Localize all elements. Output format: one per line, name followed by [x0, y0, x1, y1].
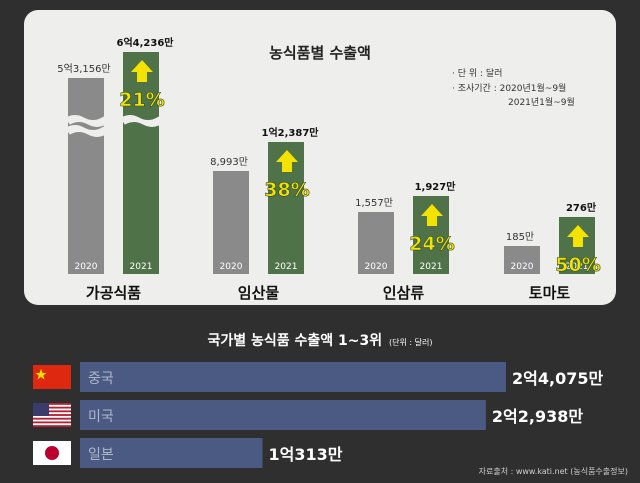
- country-value-label: 2억4,075만: [512, 369, 603, 388]
- china-flag-star: [35, 369, 47, 380]
- year-label-2020: 2020: [511, 262, 534, 272]
- country-bar-1: [80, 400, 486, 430]
- usa-flag-stripe: [33, 417, 71, 420]
- year-label-2020: 2020: [75, 262, 98, 272]
- country-value-label: 2억2,938만: [492, 407, 583, 426]
- growth-label: 38%: [264, 179, 309, 201]
- category-label: 인삼류: [383, 284, 425, 302]
- up-arrow-icon: [131, 60, 153, 82]
- unit-note: · 단 위 : 달러: [452, 67, 502, 79]
- value-label-2020: 1,557만: [355, 197, 393, 209]
- value-label-2020: 185만: [506, 231, 534, 243]
- usa-flag-stripe: [33, 414, 71, 416]
- country-value-label: 1억313만: [268, 445, 342, 464]
- usa-flag-stripe: [33, 421, 71, 424]
- product-chart-panel: 농식품별 수출액 · 단 위 : 달러 · 조사기간 : 2020년1월~9월 …: [24, 10, 616, 305]
- usa-flag-stripe: [33, 410, 71, 413]
- usa-flag-canton: [33, 403, 49, 416]
- axis-break-icon: [65, 125, 108, 137]
- up-arrow-icon: [567, 225, 589, 247]
- period-note: · 조사기간 : 2020년1월~9월: [452, 82, 566, 94]
- product-chart-title: 농식품별 수출액: [269, 44, 371, 62]
- growth-label: 21%: [119, 89, 164, 111]
- product-export-chart: 농식품별 수출액 · 단 위 : 달러 · 조사기간 : 2020년1월~9월 …: [57, 36, 601, 302]
- country-bar-0: [80, 362, 506, 392]
- bar-2020-0: [68, 78, 104, 274]
- period-note-2: 2021년1월~9월: [508, 96, 575, 108]
- category-label: 임산물: [238, 284, 280, 302]
- year-label-2020: 2020: [220, 262, 243, 272]
- country-label: 일본: [88, 447, 114, 463]
- value-label-2021: 1억2,387만: [262, 126, 320, 139]
- usa-flag-stripe: [33, 406, 71, 409]
- year-label-2021: 2021: [566, 262, 589, 272]
- country-unit-note: (단위 : 달러): [389, 337, 432, 347]
- axis-break-icon: [65, 115, 108, 127]
- year-label-2021: 2021: [420, 262, 443, 272]
- source-note: 자료출처 : www.kati.net (농식품수출정보): [479, 466, 628, 476]
- country-chart-title-text: 국가별 농식품 수출액 1~3위: [208, 332, 383, 349]
- country-label: 미국: [88, 409, 114, 425]
- category-label: 토마토: [529, 284, 571, 302]
- value-label-2021: 6억4,236만: [117, 36, 175, 49]
- country-bar-2: [80, 438, 263, 468]
- category-label: 가공식품: [86, 284, 141, 302]
- value-label-2020: 8,993만: [210, 156, 248, 168]
- year-label-2021: 2021: [130, 262, 153, 272]
- bar-2021-0: [123, 52, 159, 274]
- value-label-2020: 5억3,156만: [57, 63, 110, 75]
- year-label-2020: 2020: [365, 262, 388, 272]
- bar-2020-2: [358, 212, 394, 274]
- usa-flag-stripe: [33, 425, 71, 427]
- growth-label: 50%: [555, 254, 600, 276]
- value-label-2021: 1,927만: [415, 180, 457, 193]
- value-label-2021: 276만: [566, 201, 597, 214]
- bar-2020-1: [213, 171, 249, 274]
- country-chart-title: 국가별 농식품 수출액 1~3위 (단위 : 달러): [208, 332, 433, 349]
- japan-flag-sun: [45, 446, 59, 460]
- axis-break-icon: [120, 115, 163, 127]
- year-label-2021: 2021: [275, 262, 298, 272]
- bar-2020-3: [504, 246, 540, 274]
- up-arrow-icon: [276, 150, 298, 172]
- up-arrow-icon: [421, 204, 443, 226]
- usa-flag-stripe: [33, 403, 71, 405]
- country-label: 중국: [88, 371, 114, 387]
- growth-label: 24%: [409, 233, 454, 255]
